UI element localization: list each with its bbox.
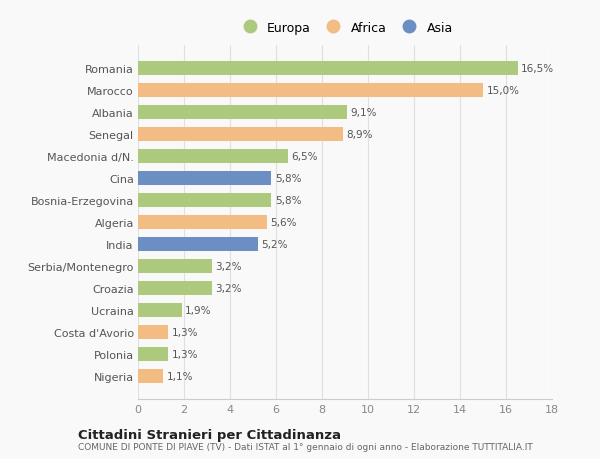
Text: 3,2%: 3,2% <box>215 283 242 293</box>
Bar <box>138 215 267 230</box>
Bar <box>138 172 271 186</box>
Text: 9,1%: 9,1% <box>351 108 377 118</box>
Text: 5,2%: 5,2% <box>261 240 287 250</box>
Text: COMUNE DI PONTE DI PIAVE (TV) - Dati ISTAT al 1° gennaio di ogni anno - Elaboraz: COMUNE DI PONTE DI PIAVE (TV) - Dati IST… <box>78 442 533 452</box>
Text: 1,3%: 1,3% <box>172 327 198 337</box>
Bar <box>138 281 212 296</box>
Text: 1,9%: 1,9% <box>185 305 212 315</box>
Bar <box>138 303 182 318</box>
Bar <box>138 347 168 361</box>
Text: Cittadini Stranieri per Cittadinanza: Cittadini Stranieri per Cittadinanza <box>78 428 341 441</box>
Text: 6,5%: 6,5% <box>291 152 317 162</box>
Text: 5,8%: 5,8% <box>275 196 301 206</box>
Text: 1,3%: 1,3% <box>172 349 198 359</box>
Bar <box>138 325 168 339</box>
Text: 5,6%: 5,6% <box>270 218 297 228</box>
Bar <box>138 150 287 164</box>
Bar <box>138 128 343 142</box>
Text: 1,1%: 1,1% <box>167 371 193 381</box>
Bar <box>138 237 257 252</box>
Text: 16,5%: 16,5% <box>521 64 554 74</box>
Text: 8,9%: 8,9% <box>346 130 373 140</box>
Text: 15,0%: 15,0% <box>487 86 520 96</box>
Text: 5,8%: 5,8% <box>275 174 301 184</box>
Bar <box>138 194 271 208</box>
Bar <box>138 259 212 274</box>
Text: 3,2%: 3,2% <box>215 262 242 271</box>
Legend: Europa, Africa, Asia: Europa, Africa, Asia <box>232 17 458 40</box>
Bar <box>138 84 483 98</box>
Bar <box>138 106 347 120</box>
Bar <box>138 62 517 76</box>
Bar <box>138 369 163 383</box>
